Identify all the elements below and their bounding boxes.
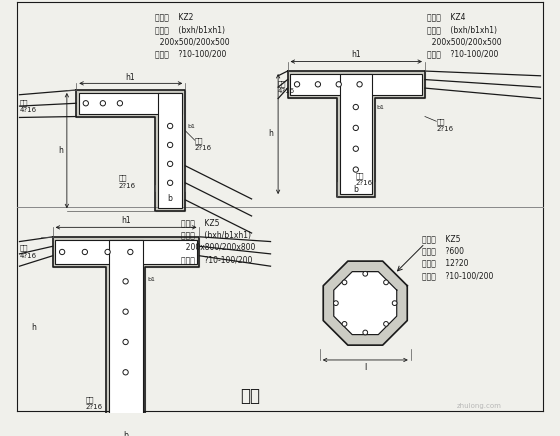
Circle shape: [167, 161, 173, 167]
Circle shape: [123, 370, 128, 375]
Text: h1: h1: [351, 51, 361, 59]
Text: b: b: [123, 431, 128, 436]
Text: b1: b1: [377, 105, 385, 110]
Text: 角筋: 角筋: [20, 99, 28, 106]
Text: 柱编号    KZ2: 柱编号 KZ2: [155, 13, 193, 21]
Text: 角筋: 角筋: [20, 245, 28, 252]
Text: 柱截面    (bxh/b1xh1): 柱截面 (bxh/b1xh1): [155, 25, 225, 34]
Text: 角筋: 角筋: [436, 118, 445, 125]
Text: 4?16: 4?16: [20, 107, 36, 113]
Text: 4?16: 4?16: [278, 88, 295, 94]
Polygon shape: [323, 261, 407, 345]
Circle shape: [334, 301, 338, 306]
Text: 200x500/200x500: 200x500/200x500: [427, 37, 501, 46]
Circle shape: [167, 123, 173, 129]
Circle shape: [123, 339, 128, 344]
Circle shape: [100, 101, 105, 106]
Text: 2?16: 2?16: [436, 126, 454, 132]
Circle shape: [363, 271, 367, 276]
Circle shape: [342, 280, 347, 285]
Polygon shape: [76, 90, 185, 211]
Circle shape: [353, 167, 358, 172]
Circle shape: [357, 82, 362, 87]
Circle shape: [167, 142, 173, 148]
Bar: [158, 93, 183, 208]
Circle shape: [353, 125, 358, 130]
Text: 图例: 图例: [240, 387, 260, 405]
Circle shape: [167, 180, 173, 185]
Bar: [340, 74, 372, 194]
Text: 角筋: 角筋: [119, 175, 128, 181]
Text: 2?16: 2?16: [356, 180, 373, 186]
Circle shape: [384, 321, 389, 326]
Text: 角筋: 角筋: [278, 80, 287, 87]
Text: b1: b1: [147, 276, 155, 282]
Circle shape: [295, 82, 300, 87]
Text: 2?16: 2?16: [86, 404, 103, 410]
Text: 200x500/200x500: 200x500/200x500: [155, 37, 230, 46]
Text: 起延筋    12?20: 起延筋 12?20: [422, 259, 469, 268]
Text: 角筋: 角筋: [86, 396, 94, 403]
Circle shape: [315, 82, 320, 87]
Circle shape: [59, 249, 65, 255]
Text: 4?16: 4?16: [20, 253, 36, 259]
Circle shape: [353, 104, 358, 110]
Circle shape: [123, 309, 128, 314]
Bar: [79, 93, 183, 114]
Text: 柱箍筋    ?10-100/200: 柱箍筋 ?10-100/200: [422, 271, 493, 280]
Text: 角筋: 角筋: [195, 137, 203, 143]
Bar: [55, 240, 197, 264]
Circle shape: [336, 82, 342, 87]
Circle shape: [123, 279, 128, 284]
Text: b: b: [167, 194, 172, 204]
Text: 角筋: 角筋: [356, 172, 365, 179]
Text: h: h: [268, 129, 273, 138]
Text: 柱编号    KZ5: 柱编号 KZ5: [180, 218, 219, 227]
Text: b: b: [353, 185, 358, 194]
Text: 200x800/200x800: 200x800/200x800: [180, 243, 255, 252]
Text: h1: h1: [121, 216, 130, 225]
Text: 柱编号    KZ4: 柱编号 KZ4: [427, 13, 465, 21]
Text: l: l: [364, 363, 366, 372]
Text: 2?16: 2?16: [195, 145, 212, 151]
Circle shape: [105, 249, 110, 255]
Circle shape: [117, 101, 123, 106]
Circle shape: [384, 280, 389, 285]
Circle shape: [83, 101, 88, 106]
Text: 柱编号    KZ5: 柱编号 KZ5: [422, 234, 460, 243]
Polygon shape: [288, 71, 425, 197]
Text: 柱截面    ?600: 柱截面 ?600: [422, 246, 464, 255]
Polygon shape: [334, 272, 397, 335]
Circle shape: [342, 321, 347, 326]
Circle shape: [82, 249, 87, 255]
Text: 柱箍筋    ?10-100/200: 柱箍筋 ?10-100/200: [155, 50, 226, 58]
Text: zhulong.com: zhulong.com: [456, 403, 501, 409]
Text: 2?16: 2?16: [119, 183, 136, 189]
Text: 柱截面    (bxh/b1xh1): 柱截面 (bxh/b1xh1): [427, 25, 497, 34]
Text: 柱箍筋    ?10-100/200: 柱箍筋 ?10-100/200: [427, 50, 498, 58]
Bar: [109, 240, 143, 416]
Circle shape: [128, 249, 133, 255]
Text: 柱箍筋    ?10-100/200: 柱箍筋 ?10-100/200: [180, 255, 252, 264]
Circle shape: [353, 146, 358, 151]
Text: b1: b1: [187, 124, 195, 129]
Text: h: h: [31, 323, 36, 332]
Circle shape: [363, 330, 367, 335]
Polygon shape: [53, 237, 199, 419]
Text: h1: h1: [125, 73, 135, 82]
Circle shape: [392, 301, 397, 306]
Text: h: h: [58, 146, 63, 155]
Bar: [291, 74, 422, 95]
Text: 柱截面    (bxh/b1xh1): 柱截面 (bxh/b1xh1): [180, 231, 250, 239]
